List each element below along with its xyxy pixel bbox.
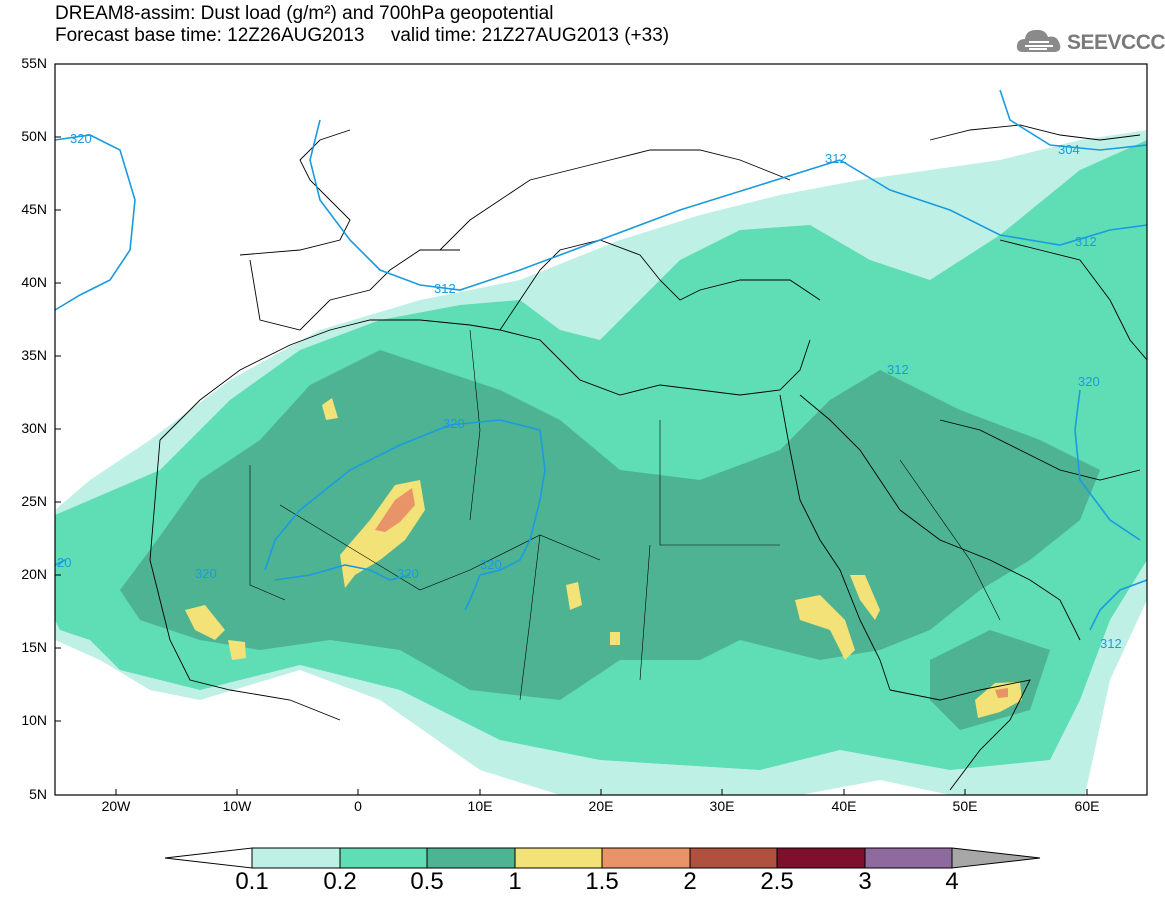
band-1-chad <box>566 582 582 610</box>
lat-label: 30N <box>21 420 47 436</box>
band-0.5-somalia <box>930 630 1050 730</box>
contour-label: 320 <box>1078 374 1100 389</box>
map-title: DREAM8-assim: Dust load (g/m²) and 700hP… <box>55 3 554 24</box>
contour-label: 320 <box>443 416 465 431</box>
lon-label: 50E <box>952 798 978 814</box>
colorbar-label: 0.5 <box>410 868 444 895</box>
colorbar-low-arrow <box>164 847 253 869</box>
colorbar-swatch <box>864 847 953 869</box>
colorbar-swatch <box>426 847 516 869</box>
colorbar-swatch <box>251 847 341 869</box>
band-1-sudan <box>610 632 620 645</box>
colorbar-label: 1 <box>508 868 522 895</box>
contour-label: 304 <box>1058 142 1080 157</box>
colorbar-label: 2.5 <box>760 868 794 895</box>
cloud-icon <box>1016 29 1061 52</box>
lon-label: 20E <box>588 798 614 814</box>
contour-label: 312 <box>825 151 847 166</box>
lon-label: 60E <box>1074 798 1100 814</box>
lat-label: 20N <box>21 566 47 582</box>
band-1-mali <box>185 605 225 640</box>
axis-ticks <box>55 63 1088 796</box>
band-1.5-algeria <box>375 488 415 532</box>
colorbar-high-arrow <box>951 847 1041 869</box>
colorbar-label: 1.5 <box>585 868 619 895</box>
colorbar-swatch <box>339 847 428 869</box>
lon-label: 30E <box>709 798 735 814</box>
band-1-somalia <box>975 682 1022 718</box>
lat-label: 25N <box>21 493 47 509</box>
lat-label: 5N <box>29 786 47 802</box>
band-1.5-somalia <box>995 688 1008 698</box>
colorbar-swatch <box>601 847 691 869</box>
band-1-eritrea <box>795 595 855 660</box>
contour-label: 312 <box>434 281 456 296</box>
colorbar-label: 0.1 <box>235 868 269 895</box>
colorbar-label: 3 <box>858 868 872 895</box>
lon-label: 20W <box>101 798 131 814</box>
contour-label: 20 <box>57 555 71 570</box>
colorbar-label: 4 <box>945 868 959 895</box>
colorbar-swatch <box>514 847 603 869</box>
forecast-times: Forecast base time: 12Z26AUG2013 valid t… <box>55 25 670 46</box>
lon-label: 40E <box>831 798 857 814</box>
contour-label: 320 <box>397 566 419 581</box>
lat-label: 10N <box>21 712 47 728</box>
lon-label: 0 <box>354 798 362 814</box>
contour-label: 312 <box>1075 234 1097 249</box>
lat-label: 50N <box>21 128 47 144</box>
lon-label: 10E <box>467 798 493 814</box>
colorbar-label: 2 <box>683 868 697 895</box>
lon-label: 10W <box>222 798 252 814</box>
dust-shading: 320 312 304 312 312 312 320 320 320 320 … <box>55 89 1147 795</box>
colorbar-label: 0.2 <box>323 868 357 895</box>
logo-text: SEEVCCC <box>1067 31 1165 54</box>
colorbar-swatch <box>776 847 866 869</box>
contour-labels: 320 312 304 312 312 312 320 320 320 320 … <box>57 131 1122 651</box>
colorbar-swatch <box>689 847 778 869</box>
contour-label: 320 <box>480 557 502 572</box>
borders <box>249 329 1001 701</box>
lat-label: 40N <box>21 274 47 290</box>
contour-label: 312 <box>887 362 909 377</box>
lat-label: 15N <box>21 639 47 655</box>
contour-label: 320 <box>70 131 92 146</box>
band-0.5 <box>120 350 1100 700</box>
lat-label: 55N <box>21 55 47 71</box>
colorbar <box>164 847 1041 869</box>
band-1-morocco <box>322 398 338 420</box>
contour-label: 312 <box>1100 636 1122 651</box>
contour-label: 320 <box>195 566 217 581</box>
band-1-mali-2 <box>228 640 246 660</box>
geopotential-contours <box>55 89 1147 631</box>
lat-label: 35N <box>21 347 47 363</box>
seevccc-logo: SEEVCCC <box>1015 22 1165 62</box>
band-1-red-sea <box>850 575 880 620</box>
lat-label: 45N <box>21 201 47 217</box>
